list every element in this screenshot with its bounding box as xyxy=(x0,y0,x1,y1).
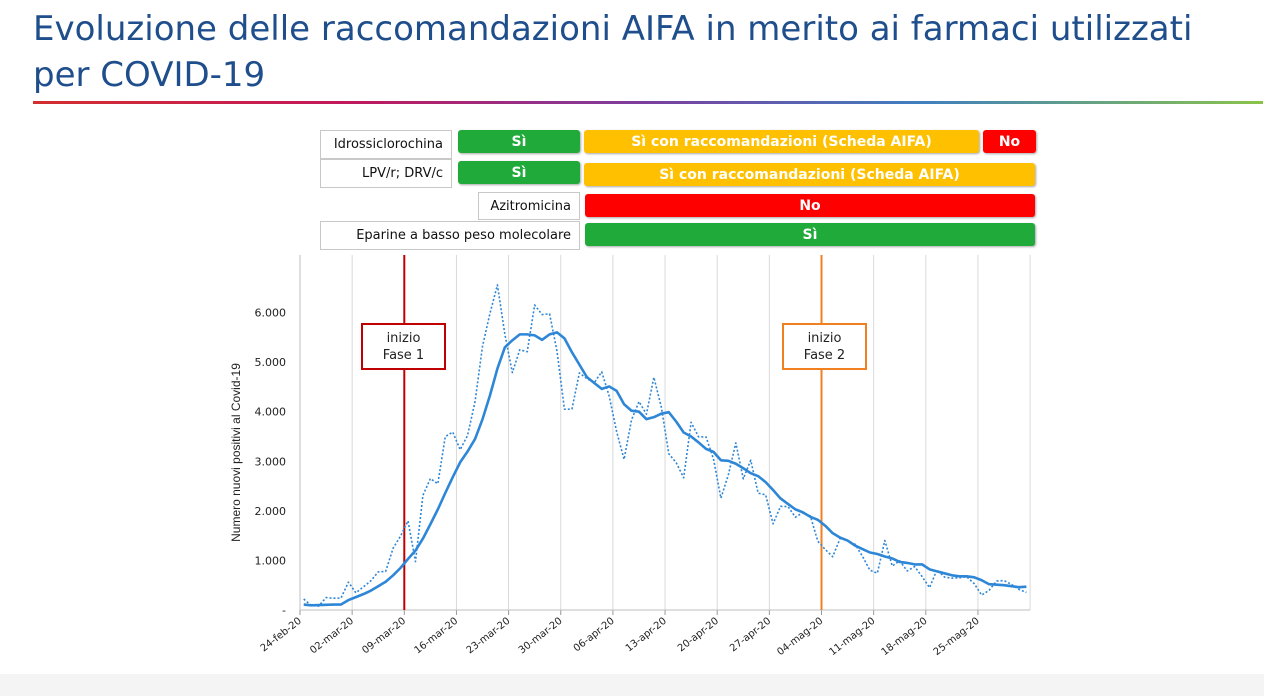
phase1-line1: inizio xyxy=(386,330,421,346)
x-tick-label: 06-apr-20 xyxy=(572,616,617,655)
x-tick-label: 30-mar-20 xyxy=(517,616,565,657)
y-tick-label: 1.000 xyxy=(255,554,287,567)
x-tick-label: 23-mar-20 xyxy=(465,616,513,657)
y-tick-label: 6.000 xyxy=(255,307,287,320)
drug-label-idrossiclorochina: Idrossiclorochina xyxy=(320,130,452,159)
y-axis-title-group: Numero nuovi positivi al Covid-19 xyxy=(229,363,243,542)
x-tick-label: 18-mag-20 xyxy=(880,616,930,658)
phase2-line1: inizio xyxy=(807,330,842,346)
y-tick-label: 5.000 xyxy=(255,356,287,369)
x-tick-label: 16-mar-20 xyxy=(413,616,461,657)
drug-label-lpv-drv: LPV/r; DRV/c xyxy=(320,159,452,188)
x-tick-label: 13-apr-20 xyxy=(624,616,669,655)
bar-lpv-drv-si: Sì xyxy=(458,161,580,184)
x-tick-label: 20-apr-20 xyxy=(676,616,721,655)
x-tick-label: 25-mag-20 xyxy=(932,616,982,658)
phase1-box: inizio Fase 1 xyxy=(361,323,446,370)
y-tick-label: 2.000 xyxy=(255,505,287,518)
y-tick-label: - xyxy=(282,604,286,617)
x-tick-label: 11-mag-20 xyxy=(827,616,877,658)
bar-lpv-drv-si-con-raccomandazioni: Sì con raccomandazioni (Scheda AIFA) xyxy=(584,163,1035,186)
moving-average-line xyxy=(303,331,1027,607)
bar-eparine-si: Sì xyxy=(585,223,1035,246)
y-axis-title: Numero nuovi positivi al Covid-19 xyxy=(229,363,243,542)
title-divider xyxy=(33,101,1263,104)
chart-series xyxy=(303,284,1027,607)
y-tick-label: 4.000 xyxy=(255,406,287,419)
drug-label-eparine: Eparine a basso peso molecolare xyxy=(320,221,580,250)
x-tick-label: 02-mar-20 xyxy=(308,616,356,657)
y-tick-label: 3.000 xyxy=(255,455,287,468)
chart-gridlines xyxy=(351,255,1031,610)
bar-idrossiclorochina-no: No xyxy=(983,130,1036,153)
phase1-line2: Fase 1 xyxy=(382,347,425,363)
phase2-line2: Fase 2 xyxy=(803,347,846,363)
page-title: Evoluzione delle raccomandazioni AIFA in… xyxy=(33,9,1193,95)
x-tick-label: 27-apr-20 xyxy=(728,616,773,655)
bar-azitromicina-no: No xyxy=(585,194,1035,217)
bar-idrossiclorochina-si-con-raccomandazioni: Sì con raccomandazioni (Scheda AIFA) xyxy=(584,130,979,153)
x-tick-label: 04-mag-20 xyxy=(775,616,825,658)
x-tick-label: 24-feb-20 xyxy=(259,616,304,655)
x-tick-label: 09-mar-20 xyxy=(360,616,408,657)
chart-axes: 24-feb-20 02-mar-20 09-mar-20 16-mar-20 23-m… xyxy=(255,255,1031,658)
phase2-box: inizio Fase 2 xyxy=(782,323,867,370)
bar-idrossiclorochina-si: Sì xyxy=(458,130,580,153)
daily-new-cases-line xyxy=(303,284,1027,607)
footer-band xyxy=(0,674,1264,696)
drug-label-azitromicina: Azitromicina xyxy=(478,192,580,220)
phase-lines xyxy=(403,255,823,610)
